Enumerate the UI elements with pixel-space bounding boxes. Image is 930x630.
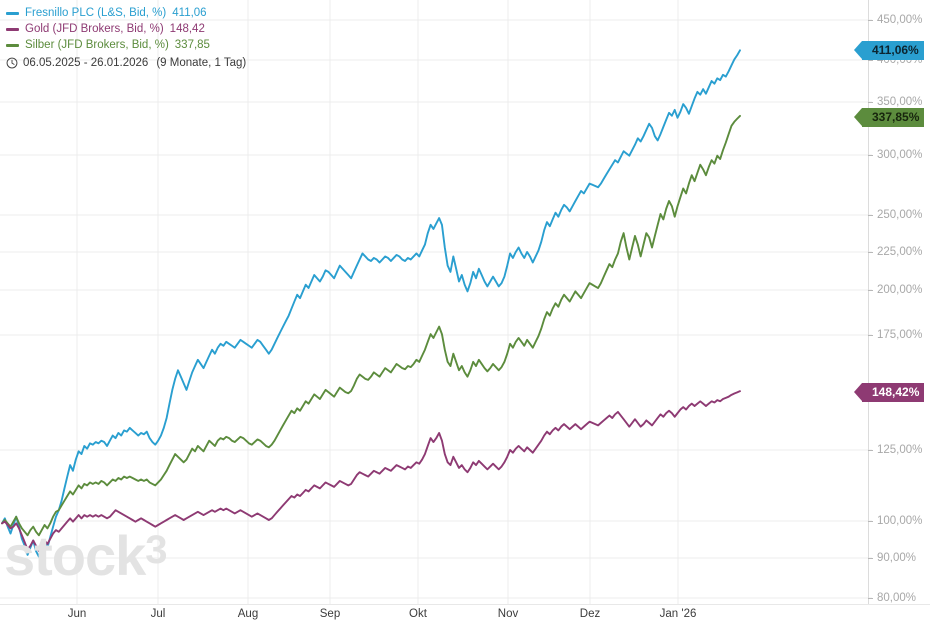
x-tick-label: Sep	[319, 608, 341, 620]
y-axis-tick: 90,00%	[868, 551, 916, 565]
x-tick-label: Okt	[409, 608, 427, 620]
price-badge-silber[interactable]: 337,85%	[853, 107, 925, 127]
period-range-label: 06.05.2025 - 26.01.2026	[23, 56, 149, 69]
watermark-mark: 3	[145, 528, 167, 572]
x-tick-label: Jul	[150, 608, 166, 620]
legend-swatch-silber	[6, 43, 19, 47]
legend-swatch-fresnillo	[6, 11, 19, 15]
y-tick-label: 100,00%	[877, 515, 923, 527]
y-tick-label: 175,00%	[877, 329, 923, 341]
series-line	[1, 390, 741, 553]
y-axis-tick: 200,00%	[868, 283, 922, 297]
series-line	[1, 49, 741, 558]
x-axis-tick: Jul	[151, 604, 166, 624]
y-axis-tick: 175,00%	[868, 328, 922, 342]
price-badge-label: 148,42%	[872, 385, 920, 399]
y-axis-tick: 80,00%	[868, 591, 916, 605]
y-tick-label: 125,00%	[877, 444, 923, 456]
chart-gridlines	[0, 0, 872, 604]
legend-label-gold: Gold (JFD Brokers, Bid, %)	[25, 23, 164, 35]
y-tick-dash	[868, 597, 873, 599]
x-axis-tick: Dez	[580, 604, 600, 624]
chart-plot-area[interactable]: stock3	[0, 0, 872, 604]
legend-item-fresnillo[interactable]: Fresnillo PLC (L&S, Bid, %) 411,06	[6, 5, 246, 21]
y-tick-dash	[868, 101, 873, 103]
x-tick-label: Nov	[497, 608, 519, 620]
stock3-watermark: stock3	[4, 528, 168, 584]
y-tick-label: 300,00%	[877, 149, 923, 161]
x-axis-line	[0, 604, 930, 605]
period-duration-label: (9 Monate, 1 Tag)	[156, 56, 247, 69]
series-line	[1, 114, 741, 537]
y-tick-dash	[868, 251, 873, 253]
y-axis-line	[868, 0, 869, 604]
x-tick-label: Dez	[579, 608, 601, 620]
legend-period[interactable]: 06.05.2025 - 26.01.2026 (9 Monate, 1 Tag…	[6, 54, 246, 71]
y-tick-dash	[868, 557, 873, 559]
y-axis[interactable]: 450,00% 400,00% 350,00% 300,00% 250,00% 225,0…	[853, 0, 930, 630]
x-axis-tick: Aug	[238, 604, 258, 624]
y-tick-label: 80,00%	[877, 592, 917, 604]
y-tick-label: 350,00%	[877, 96, 923, 108]
legend-value-silber: 337,85	[174, 39, 210, 51]
x-axis-tick: Nov	[498, 604, 518, 624]
y-tick-label: 250,00%	[877, 209, 923, 221]
y-axis-tick: 350,00%	[868, 95, 922, 109]
x-axis-tick: Okt	[409, 604, 427, 624]
x-axis-tick: Jan '26	[660, 604, 697, 624]
y-axis-tick: 450,00%	[868, 13, 922, 27]
y-tick-dash	[868, 19, 873, 21]
y-axis-tick: 250,00%	[868, 208, 922, 222]
y-tick-dash	[868, 289, 873, 291]
price-badge-gold[interactable]: 148,42%	[853, 382, 925, 402]
y-tick-label: 450,00%	[877, 14, 923, 26]
y-tick-dash	[868, 334, 873, 336]
legend-label-fresnillo: Fresnillo PLC (L&S, Bid, %)	[25, 7, 167, 19]
price-badge-label: 337,85%	[872, 110, 920, 124]
watermark-text: stock	[4, 524, 146, 587]
legend-item-gold[interactable]: Gold (JFD Brokers, Bid, %) 148,42	[6, 21, 246, 37]
y-tick-dash	[868, 214, 873, 216]
y-tick-label: 90,00%	[877, 552, 917, 564]
y-axis-tick: 225,00%	[868, 245, 922, 259]
legend-item-silber[interactable]: Silber (JFD Brokers, Bid, %) 337,85	[6, 37, 246, 53]
legend-value-gold: 148,42	[169, 23, 205, 35]
x-axis-tick: Jun	[68, 604, 87, 624]
x-axis[interactable]: Jun Jul Aug Sep Okt Nov Dez Jan '26	[0, 604, 930, 630]
price-badge-fresnillo[interactable]: 411,06%	[854, 40, 924, 60]
y-tick-label: 200,00%	[877, 284, 923, 296]
x-axis-tick: Sep	[320, 604, 340, 624]
y-tick-dash	[868, 59, 873, 61]
price-badge-label: 411,06%	[872, 43, 919, 57]
chart-series-lines	[1, 49, 741, 558]
y-tick-label: 225,00%	[877, 246, 923, 258]
clock-icon	[6, 57, 18, 68]
legend-swatch-gold	[6, 27, 19, 31]
x-tick-label: Jan '26	[659, 608, 697, 620]
legend-value-fresnillo: 411,06	[172, 7, 207, 19]
y-tick-dash	[868, 520, 873, 522]
y-axis-tick: 100,00%	[868, 514, 922, 528]
chart-legend: Fresnillo PLC (L&S, Bid, %) 411,06 Gold …	[6, 5, 246, 71]
x-tick-label: Aug	[237, 608, 259, 620]
x-tick-label: Jun	[67, 608, 87, 620]
legend-label-silber: Silber (JFD Brokers, Bid, %)	[25, 39, 169, 51]
y-axis-tick: 125,00%	[868, 443, 922, 457]
y-axis-tick: 300,00%	[868, 148, 922, 162]
y-tick-dash	[868, 154, 873, 156]
y-tick-dash	[868, 449, 873, 451]
